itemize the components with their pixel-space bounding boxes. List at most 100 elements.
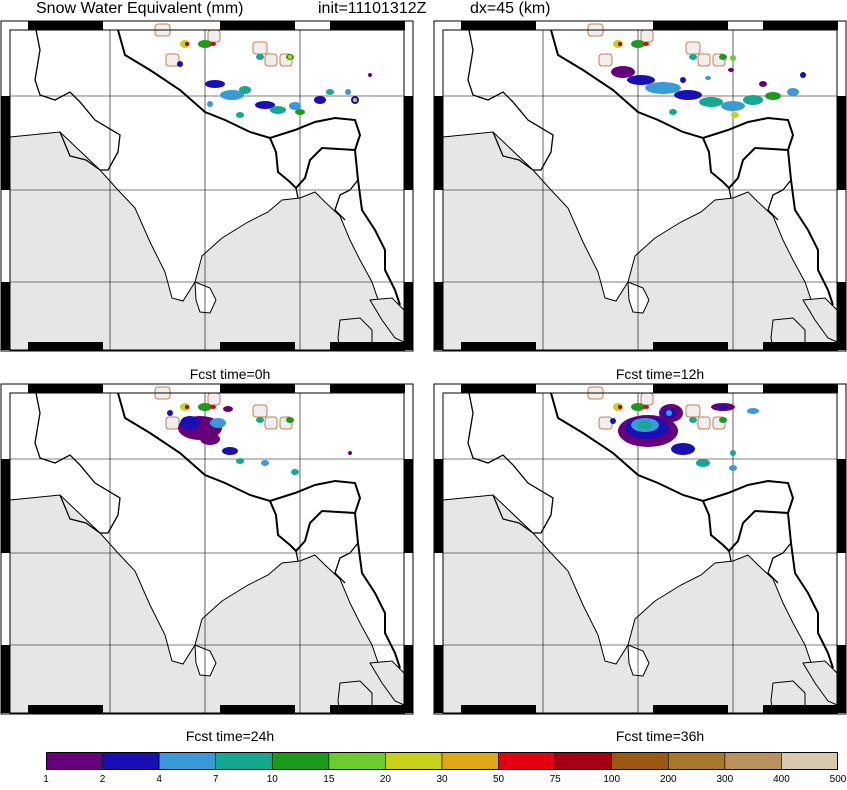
snow-patch	[731, 112, 739, 118]
lake	[165, 416, 180, 430]
country-border	[550, 29, 795, 151]
frame-tick-bar	[434, 459, 443, 553]
frame-tick-bar	[653, 342, 728, 351]
country-border	[550, 392, 795, 514]
snow-patch	[270, 106, 286, 114]
frame-tick-bar	[220, 21, 295, 30]
lake	[252, 404, 268, 418]
lake	[264, 53, 278, 67]
colorbar-box	[385, 752, 443, 770]
lake	[685, 41, 701, 55]
frame-tick-bar	[28, 342, 103, 351]
map-title-variable: Snow Water Equivalent (mm)	[36, 0, 244, 17]
frame-tick-bar	[653, 705, 728, 714]
snow-patch	[295, 109, 305, 115]
snow-patch	[728, 68, 734, 72]
snow-patch	[210, 42, 216, 46]
colorbar-level-label: 100	[603, 774, 621, 785]
country-border	[492, 494, 534, 534]
country-border	[34, 392, 121, 534]
frame-tick-bar	[1, 282, 10, 350]
colorbar-level-label: 300	[716, 774, 734, 785]
snow-patch	[721, 101, 745, 111]
snow-patch	[696, 459, 710, 467]
snow-patch	[610, 418, 616, 424]
country-border	[728, 550, 732, 562]
colorbar-level-label: 4	[156, 774, 162, 785]
colorbar-box	[667, 752, 726, 770]
island-sri-lanka	[627, 281, 650, 314]
snow-patch	[674, 90, 702, 100]
frame-tick-bar	[28, 384, 103, 393]
lake	[207, 392, 221, 406]
snow-patch	[743, 95, 763, 105]
snow-patch	[180, 416, 200, 430]
country-border	[492, 131, 534, 171]
lake	[165, 53, 180, 67]
snow-patch	[645, 82, 681, 94]
snow-patch	[618, 42, 622, 46]
frame-tick-bar	[1, 96, 10, 190]
island-sri-lanka	[194, 644, 217, 677]
colorbar-box	[781, 752, 838, 770]
colorbar-box	[215, 752, 273, 770]
country-border	[117, 392, 362, 514]
snow-patch	[291, 469, 299, 475]
snow-patch	[177, 61, 183, 67]
snow-patch	[198, 403, 212, 411]
frame-tick-bar	[404, 645, 413, 713]
colorbar-box	[554, 752, 613, 770]
colorbar-level-label: 75	[549, 774, 561, 785]
panel-caption-0h: Fcst time=0h	[189, 366, 271, 382]
snow-patch	[618, 405, 622, 409]
country-border	[767, 179, 792, 221]
colorbar-level-label: 10	[266, 774, 278, 785]
country-border	[467, 29, 554, 171]
snow-patch	[671, 443, 695, 455]
snow-patch	[326, 89, 334, 95]
frame-tick-bar	[434, 645, 443, 713]
snow-patch	[730, 55, 736, 61]
snow-patch	[765, 92, 781, 100]
frame-tick-bar	[330, 21, 405, 30]
country-border	[702, 137, 834, 306]
colorbar-level-label: 500	[829, 774, 847, 785]
frame-tick-bar	[1, 645, 10, 713]
frame-tick-bar	[1, 459, 10, 553]
frame-tick-bar	[404, 96, 413, 190]
snow-patch	[631, 403, 645, 411]
colorbar-level-label: 20	[379, 774, 391, 785]
lake	[598, 53, 613, 67]
colorbar-box	[102, 752, 160, 770]
snow-patch	[719, 54, 727, 60]
snow-patch	[198, 40, 212, 48]
colorbar	[46, 752, 838, 770]
colorbar-level-label: 200	[659, 774, 677, 785]
lake	[640, 29, 654, 43]
map-svg	[0, 383, 414, 715]
colorbar-level-label: 1	[43, 774, 49, 785]
colorbar-level-label: 7	[212, 774, 219, 785]
map-svg	[433, 383, 847, 715]
frame-tick-bar	[837, 282, 846, 350]
country-border	[728, 187, 732, 199]
snow-patch	[705, 76, 711, 80]
snow-patch	[638, 421, 652, 429]
colorbar-box	[498, 752, 556, 770]
country-border	[269, 500, 401, 669]
map-svg	[433, 20, 847, 352]
island-sri-lanka	[194, 281, 217, 314]
country-border	[334, 179, 359, 221]
country-border	[59, 494, 101, 534]
snow-patch	[210, 405, 216, 409]
snow-patch	[759, 81, 767, 87]
colorbar-box	[441, 752, 499, 770]
frame-tick-bar	[434, 282, 443, 350]
lake	[697, 53, 711, 67]
snow-patch	[787, 88, 799, 96]
colorbar-level-label: 30	[436, 774, 448, 785]
snow-patch	[368, 73, 372, 77]
snow-patch	[255, 101, 275, 109]
snow-patch	[205, 80, 225, 88]
map-panel-12h	[433, 20, 847, 352]
